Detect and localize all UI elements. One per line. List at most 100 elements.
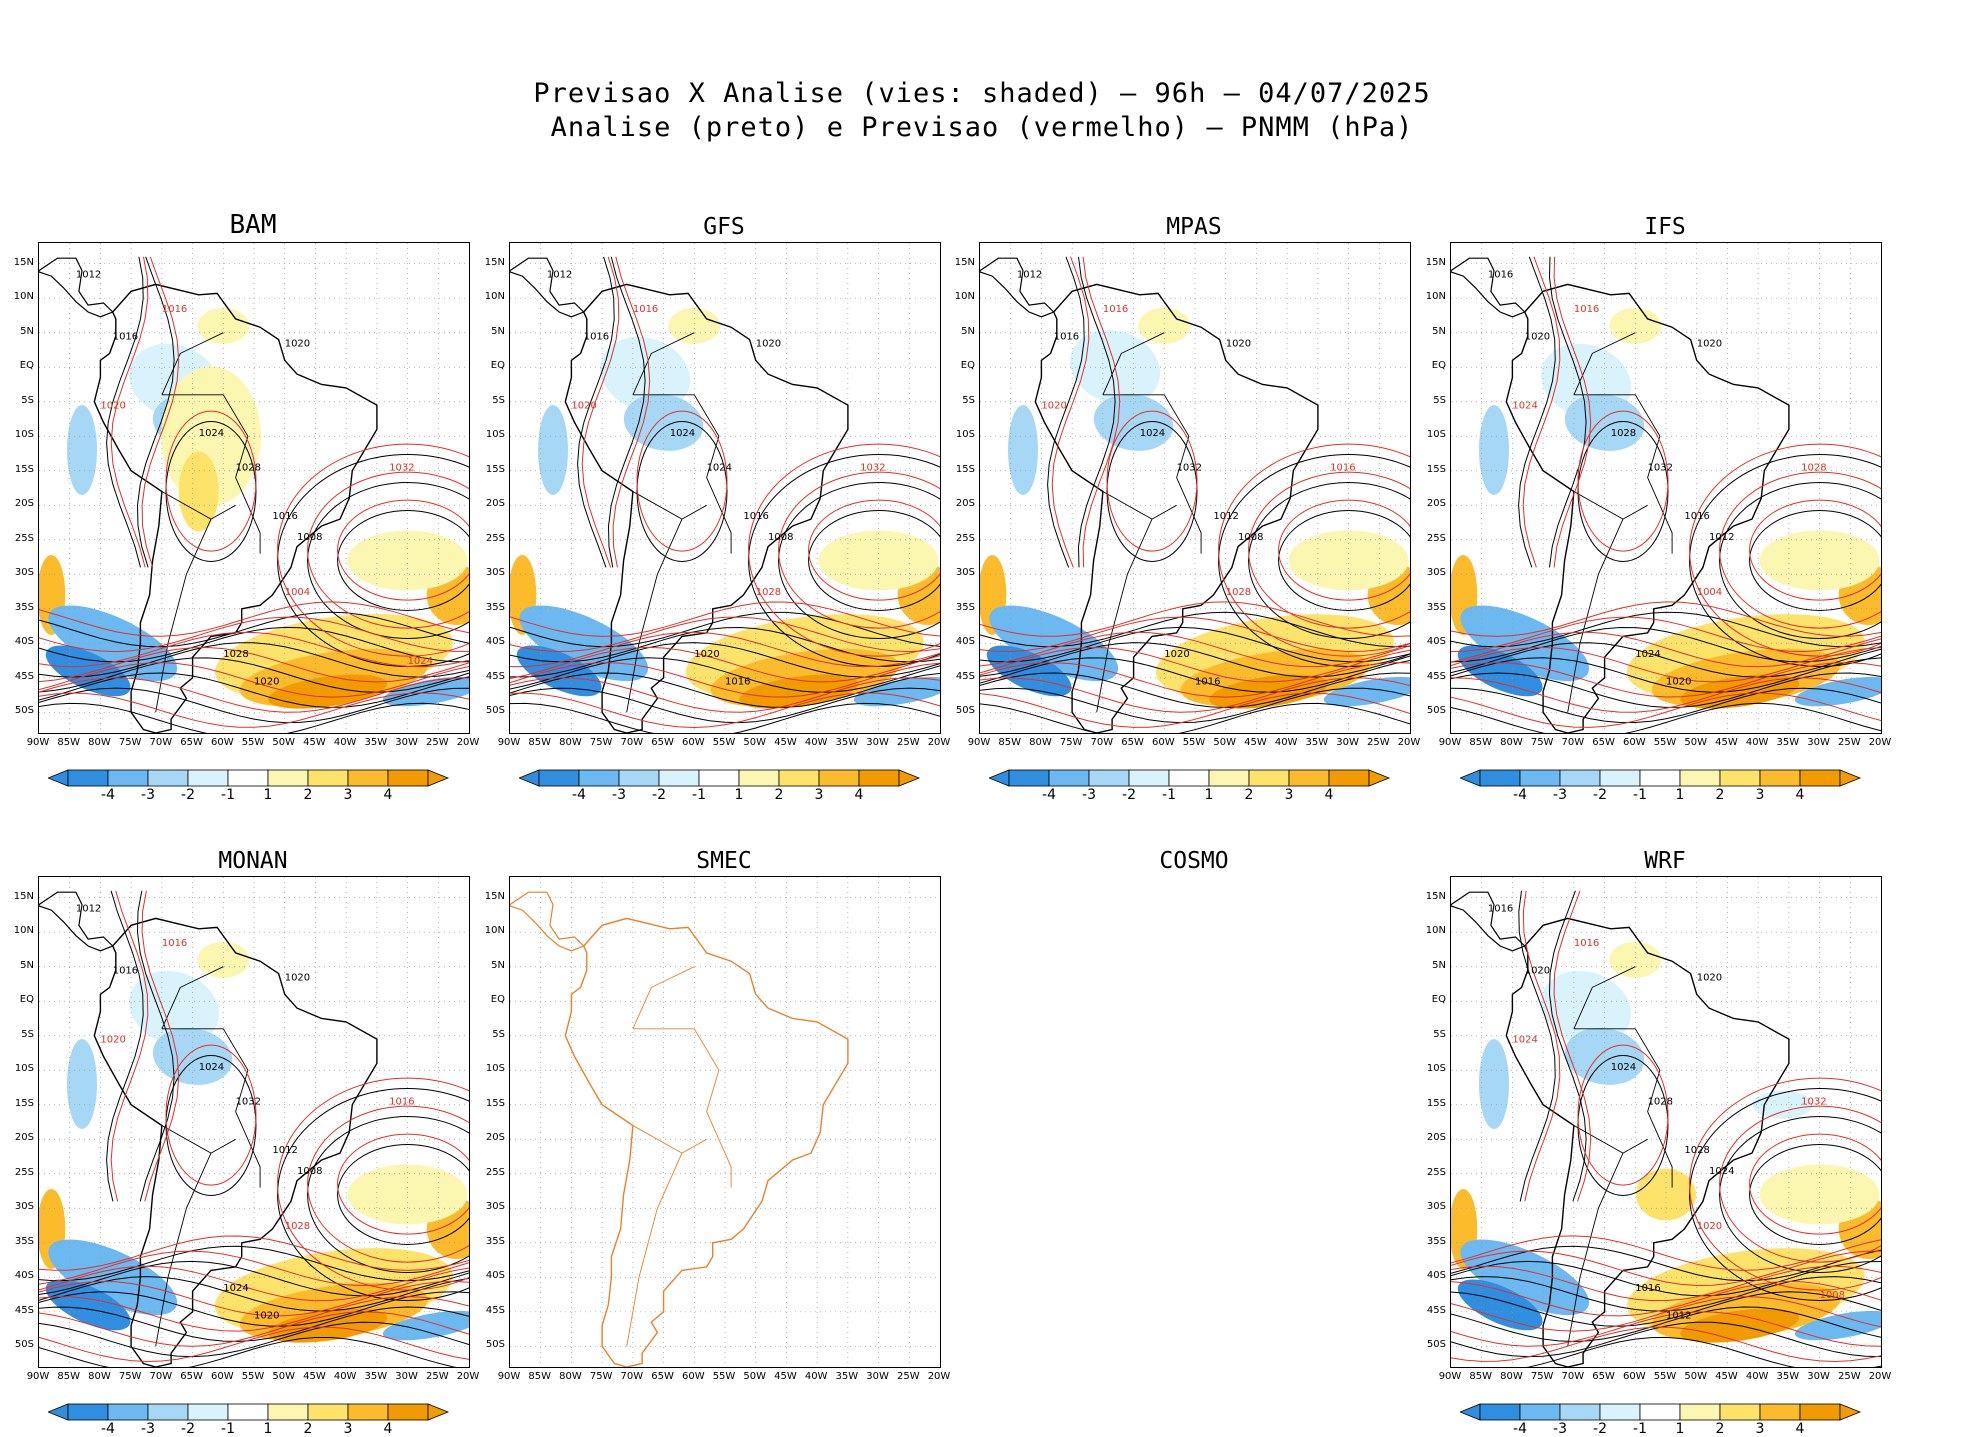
bias-shading-area (538, 405, 568, 496)
x-tick-label: 35W (835, 737, 859, 748)
coastline-south-america (93, 917, 378, 1367)
colorbar-label: 1 (1675, 1421, 1685, 1437)
isobar-line (39, 657, 469, 693)
isobar-line (1451, 611, 1881, 648)
colorbar-label: 3 (343, 1421, 353, 1437)
x-tick-label: 35W (1776, 1371, 1800, 1382)
isobar-line (1749, 1133, 1881, 1235)
colorbar-segment (1168, 769, 1210, 787)
colorbar-segment (1479, 1403, 1521, 1421)
bias-shading-area (739, 674, 859, 709)
y-tick-label: 10N (954, 291, 975, 303)
isobar-line (1451, 1326, 1881, 1363)
isobar-line (307, 1105, 469, 1263)
colorbar-segment (538, 769, 580, 787)
contour-label: 1016 (743, 511, 768, 522)
contour-label: 1016 (1574, 304, 1599, 315)
x-tick-label: 90W (497, 1371, 521, 1382)
colorbar-segment (1328, 769, 1370, 787)
figure-title-line1: Previsao X Analise (vies: shaded) – 96h … (533, 78, 1431, 109)
isobar-line (39, 677, 469, 713)
colorbar-arrow-high (1839, 1403, 1862, 1421)
x-tick-label: 20W (927, 1371, 951, 1382)
isobar-line (1248, 481, 1410, 639)
isobar-line (39, 1250, 469, 1287)
colorbar-segment (267, 1403, 309, 1421)
contour-label: 1012 (76, 904, 101, 915)
colorbar-label: -1 (1633, 1421, 1647, 1437)
country-border (626, 1152, 683, 1347)
y-tick-label: 5N (491, 959, 505, 971)
x-tick-label: 60W (681, 737, 705, 748)
colorbar-label: 1 (734, 787, 744, 803)
y-tick-label: 5N (1432, 325, 1446, 337)
bias-shading-area (1288, 530, 1409, 591)
y-tick-label: 35S (14, 601, 34, 613)
y-tick-label: 40S (1426, 636, 1446, 648)
colorbar-segment (1008, 769, 1050, 787)
y-tick-label: 10S (1426, 1063, 1446, 1075)
coastline-south-america (1505, 283, 1790, 733)
isobar-line (1451, 1245, 1881, 1282)
coastline-central-america (39, 257, 114, 318)
colorbar-segment (578, 769, 620, 787)
contour-label: 1020 (1697, 973, 1722, 984)
isobar-line (1518, 890, 1556, 1202)
y-tick-label: 5S (21, 394, 34, 406)
y-tick-label: 10N (1425, 925, 1446, 937)
contour-label: 1024 (223, 1283, 248, 1294)
colorbar-label: -2 (652, 787, 666, 803)
contour-label: 1020 (694, 649, 719, 660)
isobar-line (337, 509, 469, 611)
isobar-line (510, 642, 940, 678)
bias-shading-area (152, 1028, 233, 1085)
contour-label: 1020 (571, 401, 596, 412)
colorbar-segment (107, 1403, 149, 1421)
x-tick-label: 40W (333, 1371, 357, 1382)
colorbar-label: 4 (1795, 787, 1805, 803)
colorbar-segment (778, 769, 820, 787)
y-tick-label: 15N (484, 256, 505, 268)
x-tick-label: 55W (241, 737, 265, 748)
y-tick-label: 5S (962, 394, 975, 406)
isobar-line (39, 702, 469, 733)
y-tick-label: EQ (19, 360, 34, 372)
x-tick-label: 80W (88, 737, 111, 748)
y-tick-label: 10S (14, 1063, 34, 1075)
x-tick-label: 65W (651, 1371, 674, 1382)
x-tick-label: 55W (241, 1371, 265, 1382)
colorbar-segment (227, 769, 269, 787)
bias-shading-area (1680, 674, 1800, 709)
colorbar-label: -3 (612, 787, 626, 803)
country-border (1573, 1028, 1661, 1112)
contour-label: 1016 (162, 304, 187, 315)
y-tick-label: 35S (1426, 601, 1446, 613)
colorbar-segment (1759, 1403, 1801, 1421)
x-tick-label: 40W (804, 1371, 828, 1382)
panel-title-mpas: MPAS (1166, 214, 1222, 240)
isobar-line (1451, 646, 1881, 683)
isobar-line (1689, 1087, 1881, 1301)
x-tick-label: 50W (1684, 1371, 1708, 1382)
x-tick-label: 25W (1366, 737, 1390, 748)
bias-shading-area (623, 394, 704, 451)
y-tick-label: 45S (955, 670, 975, 682)
bias-shading-area (67, 1039, 97, 1130)
y-tick-label: 45S (14, 670, 34, 682)
bias-shading-area (989, 605, 1119, 682)
isobar-line (778, 481, 940, 639)
isobar-line (39, 1326, 469, 1363)
isobar-line (510, 672, 940, 708)
y-tick-label: 15N (1425, 256, 1446, 268)
isobar-line (510, 631, 940, 668)
x-tick-label: 30W (1336, 737, 1359, 748)
colorbar (48, 769, 450, 787)
isobar-line (510, 662, 940, 698)
contour-label: 1012 (1017, 270, 1042, 281)
x-tick-label: 85W (57, 1371, 81, 1382)
y-tick-label: 50S (955, 705, 975, 717)
y-tick-label: 50S (1426, 1339, 1446, 1351)
isobar-line (581, 256, 620, 568)
